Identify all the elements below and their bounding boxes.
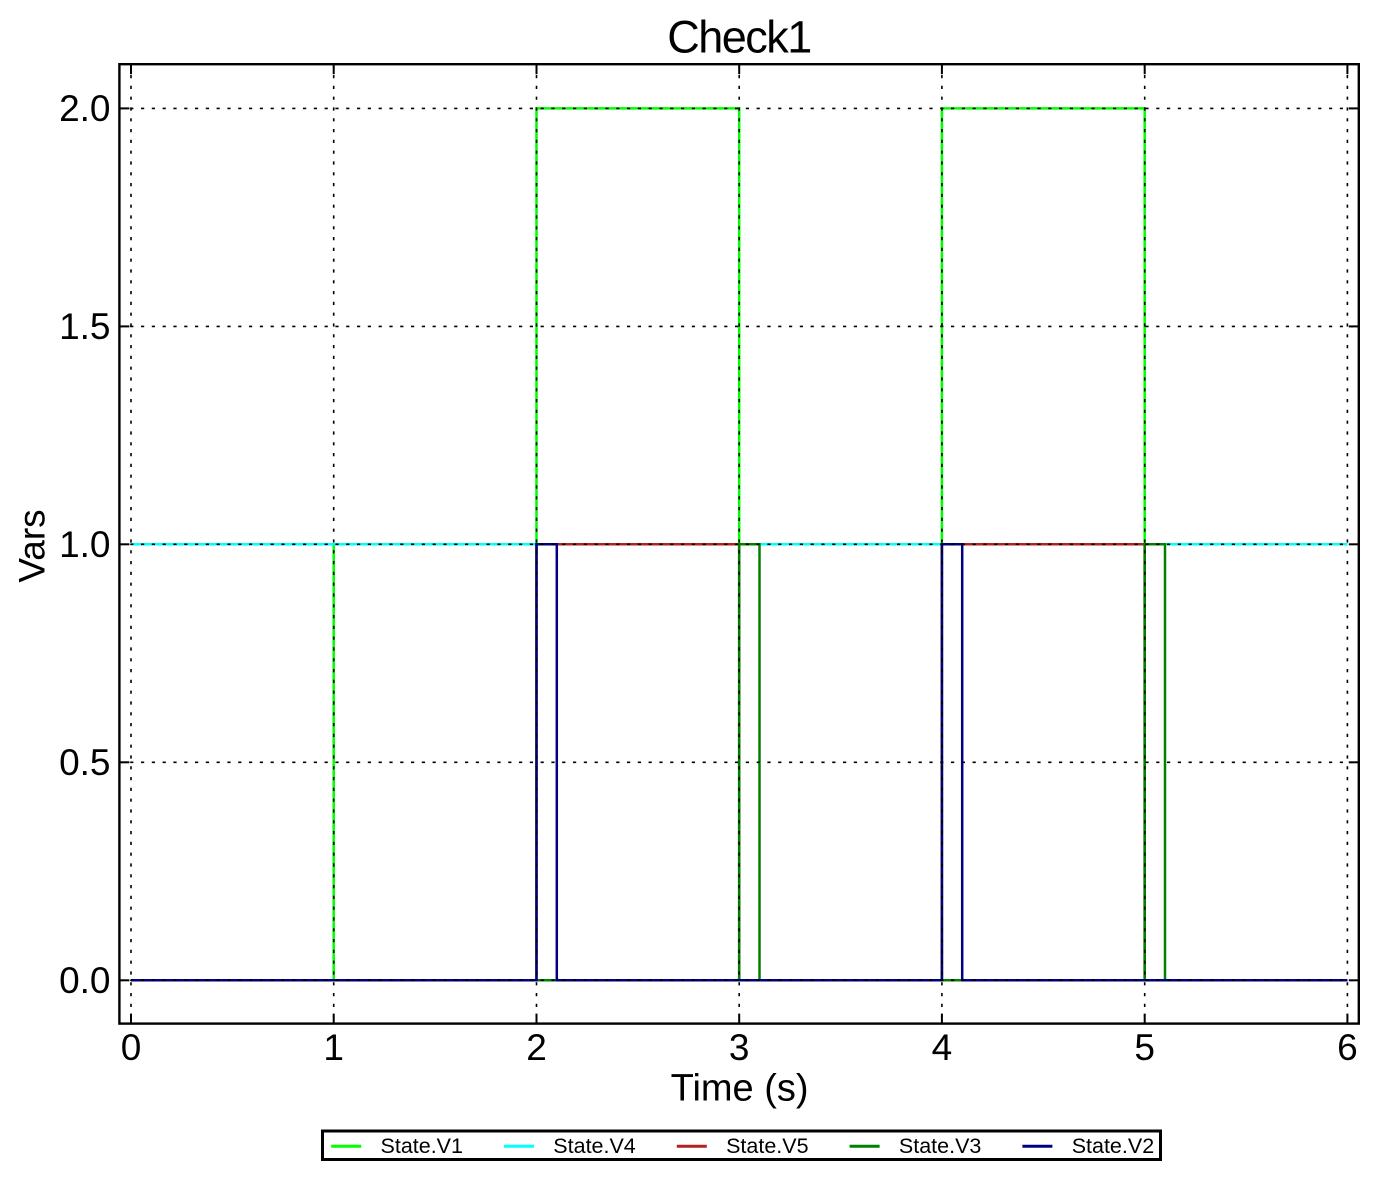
- svg-text:0.0: 0.0: [59, 960, 110, 1001]
- svg-text:Check1: Check1: [667, 12, 811, 63]
- svg-text:1.0: 1.0: [59, 524, 110, 565]
- svg-text:State.V1: State.V1: [381, 1134, 463, 1158]
- svg-text:State.V2: State.V2: [1072, 1134, 1154, 1158]
- svg-text:2.0: 2.0: [59, 88, 110, 129]
- svg-text:5: 5: [1134, 1027, 1155, 1068]
- svg-text:0.5: 0.5: [59, 742, 110, 783]
- svg-text:6: 6: [1337, 1027, 1358, 1068]
- svg-text:3: 3: [729, 1027, 750, 1068]
- svg-text:Vars: Vars: [12, 509, 53, 582]
- svg-text:State.V4: State.V4: [553, 1134, 636, 1158]
- svg-text:State.V3: State.V3: [899, 1134, 982, 1158]
- svg-text:1: 1: [323, 1027, 344, 1068]
- svg-text:4: 4: [932, 1027, 953, 1068]
- svg-text:Time (s): Time (s): [671, 1068, 809, 1110]
- svg-text:0: 0: [121, 1027, 142, 1068]
- svg-text:1.5: 1.5: [59, 306, 110, 347]
- svg-text:State.V5: State.V5: [726, 1134, 809, 1158]
- svg-text:2: 2: [526, 1027, 547, 1068]
